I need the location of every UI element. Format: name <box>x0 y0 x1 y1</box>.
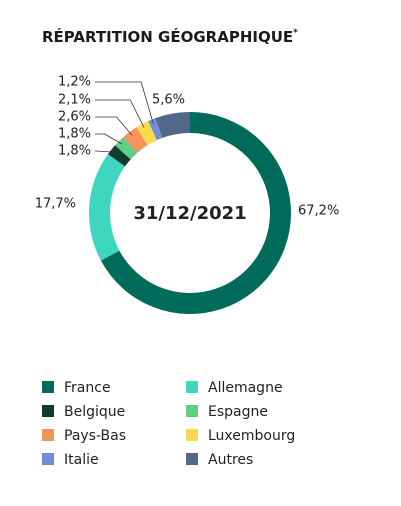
slice <box>115 137 138 160</box>
leader-line <box>95 99 145 128</box>
legend-swatch <box>186 429 198 441</box>
legend-label: Luxembourg <box>208 428 295 444</box>
legend-swatch <box>42 453 54 465</box>
legend-swatch <box>42 429 54 441</box>
center-label: 31/12/2021 <box>133 203 246 224</box>
legend-label: Belgique <box>64 404 125 420</box>
value-label: 17,7% <box>35 197 76 212</box>
slice <box>89 154 125 261</box>
legend-swatch <box>186 381 198 393</box>
slice <box>107 145 131 167</box>
legend-label: Italie <box>64 452 99 468</box>
legend-swatch <box>42 405 54 417</box>
leader-line <box>95 150 115 153</box>
legend-label: Pays-Bas <box>64 428 126 444</box>
value-label: 2,1% <box>58 93 91 108</box>
legend-swatch <box>42 381 54 393</box>
leader-line <box>95 133 123 145</box>
legend-swatch <box>186 405 198 417</box>
legend-label: Allemagne <box>208 380 283 396</box>
value-label: 2,6% <box>58 110 91 125</box>
value-label: 5,6% <box>152 93 185 108</box>
value-label: 67,2% <box>298 204 339 219</box>
chart-title: RÉPARTITION GÉOGRAPHIQUE* <box>42 27 298 46</box>
legend-label: Espagne <box>208 404 268 420</box>
legend-swatch <box>186 453 198 465</box>
slice <box>155 112 190 138</box>
value-label: 1,8% <box>58 144 91 159</box>
leader-line <box>95 81 154 124</box>
legend-label: France <box>64 380 111 396</box>
leader-line <box>95 116 133 136</box>
slice <box>148 118 163 141</box>
slice <box>136 121 157 146</box>
value-label: 1,8% <box>58 127 91 142</box>
slice <box>123 127 148 153</box>
value-label: 1,2% <box>58 75 91 90</box>
legend-label: Autres <box>208 452 253 468</box>
